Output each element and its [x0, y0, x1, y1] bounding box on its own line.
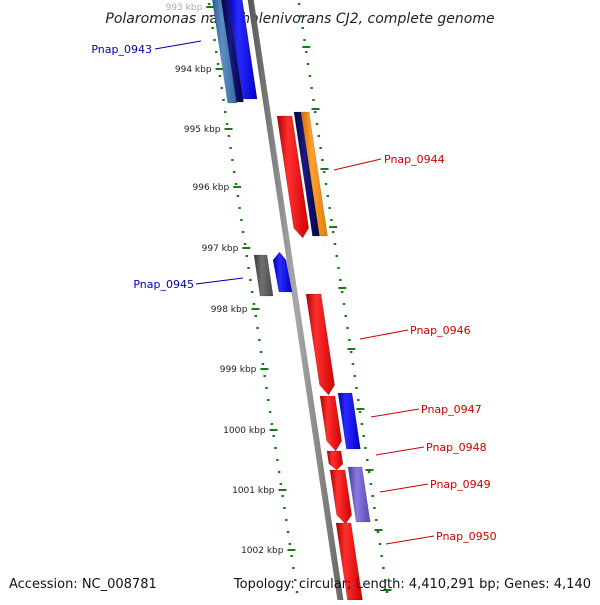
- gene-label-leader-line: [195, 277, 244, 285]
- tick-label: 1001 kbp: [232, 486, 275, 496]
- gene-pnap-0948-red[interactable]: [326, 450, 344, 471]
- gene-label-pnap-0947[interactable]: Pnap_0947: [421, 403, 482, 416]
- gene-layer: [212, 0, 371, 601]
- gene-label-layer: Pnap_0943 Pnap_0944 Pnap_0945 Pnap_0946 Pnap…: [91, 40, 497, 545]
- tick-label: 999 kbp: [220, 365, 257, 375]
- gene-label-leader-line: [154, 40, 202, 50]
- gene-pnap-0947-red[interactable]: [319, 395, 342, 452]
- gene-label-leader-line: [385, 535, 435, 545]
- gene-pnap-0944-orange[interactable]: [300, 111, 328, 237]
- gene-pnap-0944-red[interactable]: [276, 115, 309, 239]
- gene-pnap-0943-blue[interactable]: [228, 0, 258, 100]
- tick-label: 998 kbp: [211, 305, 248, 315]
- genome-title: Polaromonas naphthalenivorans CJ2, compl…: [105, 11, 494, 27]
- gene-label-leader-line: [333, 158, 382, 171]
- gene-label-pnap-0945[interactable]: Pnap_0945: [133, 278, 194, 291]
- tick-label: 995 kbp: [184, 125, 221, 135]
- gene-label-leader-line: [370, 408, 420, 418]
- tick-label: 993 kbp: [166, 3, 203, 13]
- tick-label: 997 kbp: [202, 244, 239, 254]
- gene-pnap-0945-gray[interactable]: [253, 254, 274, 297]
- gene-label-leader-line: [359, 329, 409, 340]
- gene-pnap-0943-navy[interactable]: [221, 0, 244, 103]
- gene-label-pnap-0950[interactable]: Pnap_0950: [436, 530, 497, 543]
- tick-label: 994 kbp: [175, 65, 212, 75]
- gene-label-pnap-0946[interactable]: Pnap_0946: [410, 324, 471, 337]
- tick-layer: 993 kbp 994 kbp 995 kbp 996 kbp 997 kbp 998 k…: [166, 3, 392, 593]
- tick-label: 996 kbp: [193, 183, 230, 193]
- gene-pnap-0947-blue[interactable]: [337, 392, 361, 450]
- gene-pnap-0949-violet[interactable]: [347, 466, 371, 523]
- tick-label: 1000 kbp: [223, 426, 266, 436]
- gene-pnap-0943-steel[interactable]: [212, 0, 237, 104]
- gene-label-pnap-0948[interactable]: Pnap_0948: [426, 441, 487, 454]
- gene-label-pnap-0943[interactable]: Pnap_0943: [91, 43, 152, 56]
- gene-label-leader-line: [375, 446, 425, 456]
- gene-label-leader-line: [379, 483, 429, 493]
- tick-label: 1002 kbp: [241, 546, 284, 556]
- gene-label-pnap-0944[interactable]: Pnap_0944: [384, 153, 445, 166]
- accession-text: Accession: NC_008781: [9, 577, 157, 592]
- backbone-line: [247, 0, 344, 600]
- backbone: [247, 0, 344, 600]
- genome-info-text: Topology: circular; Length: 4,410,291 bp…: [233, 577, 591, 592]
- gene-pnap-0949-red[interactable]: [329, 469, 352, 525]
- gene-pnap-0945-blue[interactable]: [272, 251, 293, 293]
- gene-label-pnap-0949[interactable]: Pnap_0949: [430, 478, 491, 491]
- gene-pnap-0946-red[interactable]: [305, 293, 335, 396]
